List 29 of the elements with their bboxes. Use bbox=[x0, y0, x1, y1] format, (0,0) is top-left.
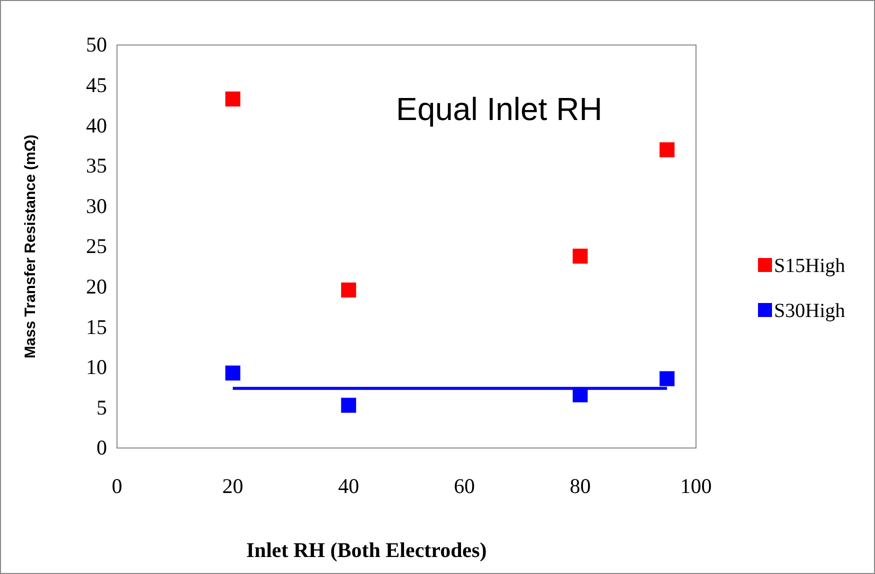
x-tick-label: 0 bbox=[112, 474, 122, 498]
y-tick-label: 5 bbox=[96, 395, 107, 420]
point bbox=[572, 248, 588, 264]
point bbox=[660, 371, 675, 386]
point bbox=[660, 142, 675, 158]
x-axis-title: Inlet RH (Both Electrodes) bbox=[246, 538, 487, 562]
point bbox=[341, 398, 356, 413]
y-tick-label: 15 bbox=[86, 314, 107, 339]
x-tick-label: 60 bbox=[454, 474, 475, 498]
y-tick-label: 10 bbox=[86, 355, 107, 380]
y-tick-label: 30 bbox=[86, 194, 107, 218]
y-axis-title: Mass Transfer Resistance (mΩ) bbox=[22, 134, 39, 358]
point bbox=[341, 282, 356, 298]
x-tick-label: 40 bbox=[338, 474, 360, 498]
point bbox=[225, 366, 240, 381]
y-tick-label: 0 bbox=[96, 436, 107, 460]
legend-label: S30High bbox=[774, 300, 846, 322]
y-tick-label: 40 bbox=[86, 113, 107, 138]
x-tick-label: 80 bbox=[570, 474, 591, 498]
point bbox=[225, 92, 240, 106]
x-tick-label: 100 bbox=[680, 474, 712, 498]
y-tick-label: 25 bbox=[86, 234, 107, 258]
y-tick-label: 20 bbox=[86, 274, 107, 299]
y-tick-label: 35 bbox=[86, 154, 107, 178]
y-tick-label: 50 bbox=[86, 32, 107, 57]
legend-label: S15High bbox=[774, 255, 846, 277]
annotation: Equal Inlet RH bbox=[396, 91, 602, 127]
x-tick-label: 20 bbox=[222, 474, 244, 498]
y-tick-label: 45 bbox=[86, 73, 107, 98]
